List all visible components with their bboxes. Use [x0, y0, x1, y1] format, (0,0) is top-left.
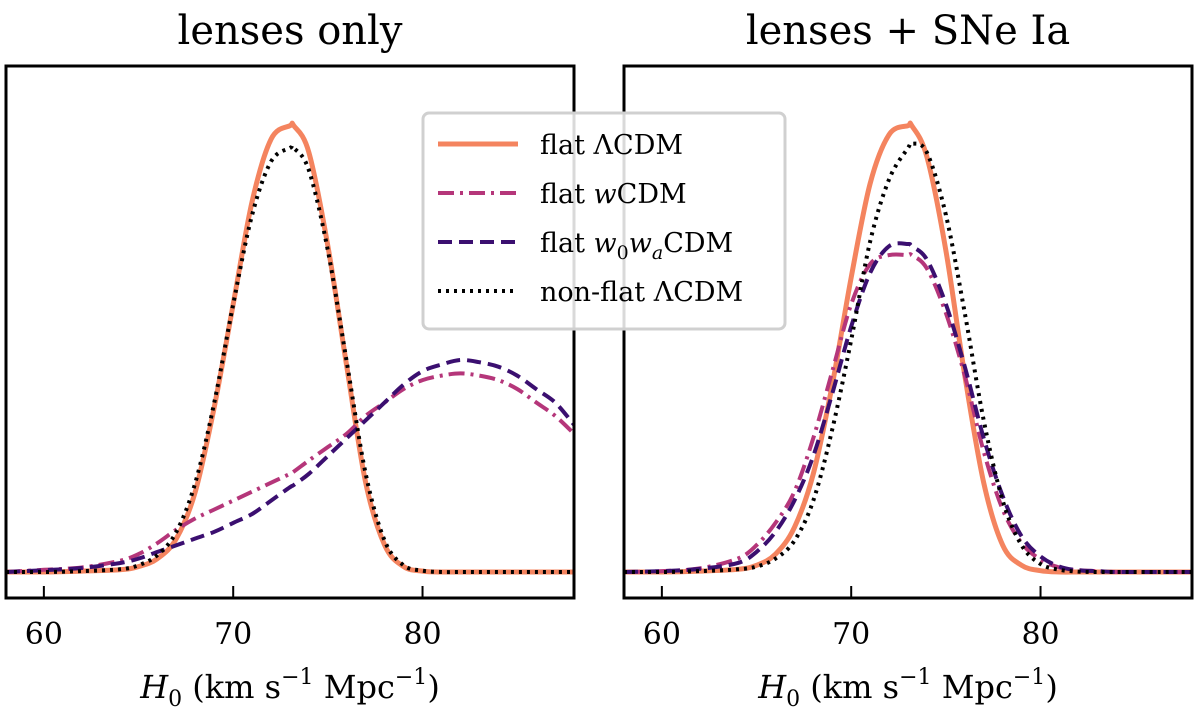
panel-right-frame	[622, 64, 1194, 600]
panel-right-xlabel: H0 (km s−1 Mpc−1)	[757, 665, 1058, 712]
x-tick-label: 80	[403, 617, 441, 652]
panel-right-ticks: 60 70 80	[643, 586, 1060, 652]
panel-left-curves	[6, 120, 574, 575]
legend-label-flat-w0wacdm: flat w0waCDM	[540, 228, 733, 264]
panel-right-curves	[624, 120, 1192, 575]
x-tick-label: 60	[25, 617, 63, 652]
legend: flat ΛCDM flat wCDM flat w0waCDM non-fla…	[421, 111, 787, 331]
legend-label-nonflat-lcdm: non-flat ΛCDM	[540, 277, 743, 308]
panel-left: lenses only 60 70 80 H0 (km s−1 Mpc−1)	[4, 8, 576, 712]
series-line-non-flat-cdm	[624, 141, 1192, 575]
panel-left-ticks: 60 70 80	[25, 586, 442, 652]
series-line-flat-cdm	[624, 120, 1192, 575]
legend-label-flat-wcdm: flat wCDM	[540, 179, 687, 210]
panel-right: lenses + SNe Ia 60 70 80 H0 (km s−1 Mpc−1)	[622, 8, 1194, 712]
series-line-flat-wcdm	[624, 252, 1192, 575]
panel-left-title: lenses only	[178, 8, 403, 54]
x-tick-label: 80	[1021, 617, 1059, 652]
panel-right-title: lenses + SNe Ia	[746, 8, 1070, 54]
panel-left-xlabel: H0 (km s−1 Mpc−1)	[139, 665, 440, 712]
series-line-flat-wcdm	[6, 371, 574, 574]
x-tick-label: 70	[214, 617, 252, 652]
legend-box	[421, 111, 787, 331]
legend-label-flat-lcdm: flat ΛCDM	[540, 130, 683, 161]
panel-left-frame	[4, 64, 576, 600]
series-line-flat-w0wacdm	[6, 357, 574, 574]
x-tick-label: 70	[832, 617, 870, 652]
x-tick-label: 60	[643, 617, 681, 652]
series-line-non-flat-cdm	[6, 143, 574, 575]
series-line-flat-w0wacdm	[624, 241, 1192, 575]
